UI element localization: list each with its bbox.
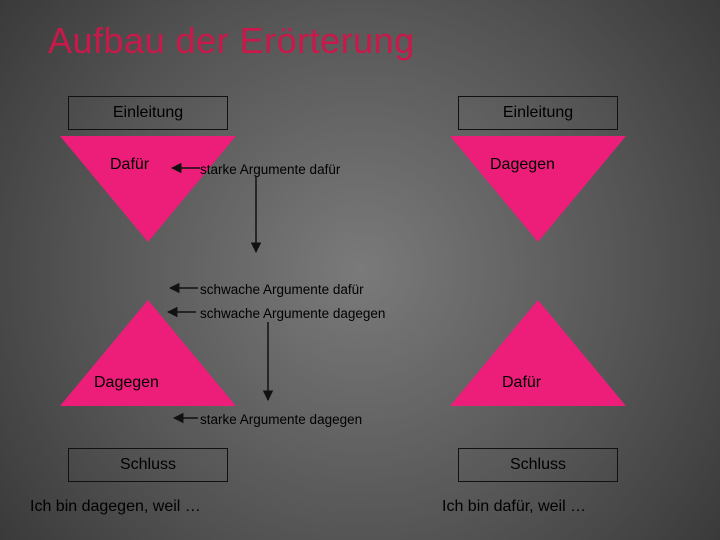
left-top-triangle — [60, 136, 236, 242]
left-schluss-box: Schluss — [68, 448, 228, 482]
right-einleitung-label: Einleitung — [503, 104, 573, 122]
left-einleitung-box: Einleitung — [68, 96, 228, 130]
slide-title: Aufbau der Erörterung — [48, 20, 415, 62]
left-einleitung-label: Einleitung — [113, 104, 183, 122]
right-schluss-label: Schluss — [510, 456, 566, 474]
left-schluss-label: Schluss — [120, 456, 176, 474]
right-top-triangle — [450, 136, 626, 242]
right-top-triangle-label: Dagegen — [490, 156, 555, 174]
right-conclusion: Ich bin dafür, weil … — [442, 498, 586, 516]
right-einleitung-box: Einleitung — [458, 96, 618, 130]
left-bottom-triangle-label: Dagegen — [94, 374, 159, 392]
annotation-starke-dagegen: starke Argumente dagegen — [200, 412, 362, 427]
annotation-schwache-dagegen: schwache Argumente dagegen — [200, 306, 385, 321]
annotation-schwache-dafuer: schwache Argumente dafür — [200, 282, 364, 297]
right-schluss-box: Schluss — [458, 448, 618, 482]
left-conclusion: Ich bin dagegen, weil … — [30, 498, 201, 516]
annotation-starke-dafuer: starke Argumente dafür — [200, 162, 340, 177]
right-bottom-triangle-label: Dafür — [502, 374, 541, 392]
left-top-triangle-label: Dafür — [110, 156, 149, 174]
